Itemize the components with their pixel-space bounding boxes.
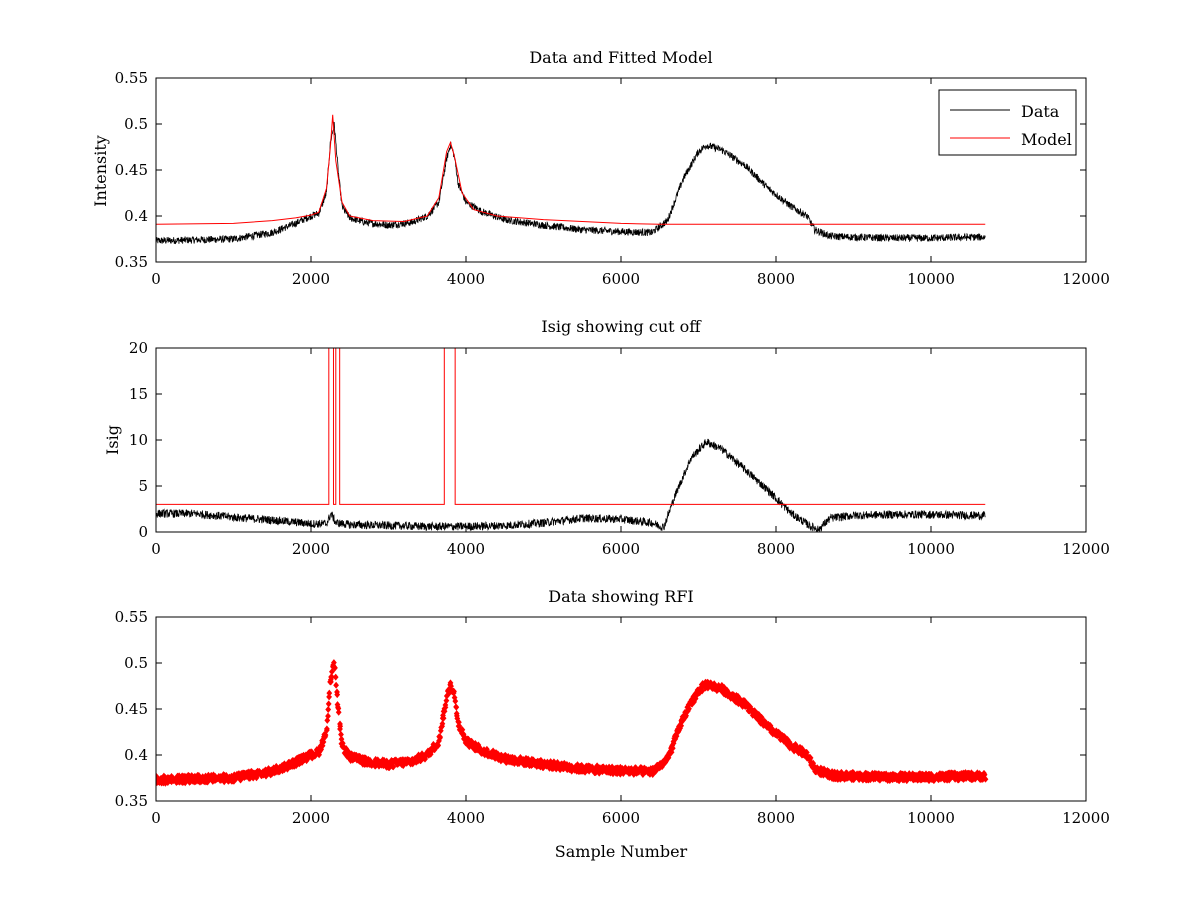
x-tick-label: 12000: [1062, 540, 1110, 558]
panel-2-title: Isig showing cut off: [541, 317, 702, 336]
x-tick-label: 8000: [757, 270, 795, 288]
y-tick-label: 0.45: [115, 161, 148, 179]
x-tick-label: 2000: [292, 270, 330, 288]
x-tick-label: 6000: [602, 809, 640, 827]
x-tick-label: 0: [151, 540, 161, 558]
y-tick-label: 0.35: [115, 253, 148, 271]
y-tick-label: 0.55: [115, 608, 148, 626]
legend-model-label: Model: [1021, 130, 1072, 149]
panel-3-title: Data showing RFI: [548, 587, 693, 606]
x-tick-label: 10000: [907, 540, 955, 558]
legend-data-label: Data: [1021, 102, 1060, 121]
y-tick-label: 15: [129, 385, 148, 403]
panel-isig-showing-cut-off: Isig showing cut off Isig 0 2000 4000 6000 8…: [103, 317, 1110, 558]
y-tick-label: 5: [138, 477, 148, 495]
panel-1-legend: Data Model: [938, 89, 1077, 156]
panel-1-series-group: [156, 114, 986, 245]
y-tick-label: 0.55: [115, 69, 148, 87]
panel-3-plot-area: 0 2000 4000 6000 8000 10000 12000 0.35 0.4 0.45 0.…: [115, 608, 1110, 827]
x-tick-label: 0: [151, 270, 161, 288]
x-tick-label: 6000: [602, 270, 640, 288]
y-tick-label: 0: [138, 523, 148, 541]
x-tick-label: 2000: [292, 809, 330, 827]
y-tick-label: 0.5: [124, 654, 148, 672]
y-tick-label: 0.5: [124, 115, 148, 133]
y-tick-label: 0.35: [115, 792, 148, 810]
x-tick-label: 4000: [447, 270, 485, 288]
x-tick-label: 0: [151, 809, 161, 827]
panel-data-and-fitted-model: Data and Fitted Model Intensity 0 2000 400…: [91, 48, 1110, 288]
y-tick-label: 0.4: [124, 207, 148, 225]
panel-1-series-data-line: [156, 121, 986, 245]
panel-3-x-axis-label: Sample Number: [555, 842, 688, 861]
panel-2-series-group: [156, 348, 986, 532]
panel-data-showing-rfi: Data showing RFI 0 2000 4000 6000 8000 10000 1…: [115, 587, 1110, 861]
x-tick-label: 8000: [757, 809, 795, 827]
y-tick-label: 0.45: [115, 700, 148, 718]
x-tick-label: 10000: [907, 809, 955, 827]
panel-2-y-axis-label: Isig: [103, 425, 122, 455]
panel-1-y-axis-label: Intensity: [91, 135, 110, 207]
x-tick-label: 8000: [757, 540, 795, 558]
y-tick-label: 0.4: [124, 746, 148, 764]
x-tick-label: 4000: [447, 540, 485, 558]
legend-box: [938, 89, 1077, 156]
x-tick-label: 2000: [292, 540, 330, 558]
y-tick-label: 10: [129, 431, 148, 449]
x-tick-label: 4000: [447, 809, 485, 827]
x-tick-label: 10000: [907, 270, 955, 288]
panel-1-series-model-line: [156, 114, 986, 225]
panel-2-plot-area: 0 2000 4000 6000 8000 10000 12000 0 5 10 15 20: [129, 339, 1110, 558]
x-tick-label: 6000: [602, 540, 640, 558]
panel-1-plot-area: 0 2000 4000 6000 8000 10000 12000 0.35 0.4 0.45 0.…: [115, 69, 1110, 288]
x-tick-label: 12000: [1062, 270, 1110, 288]
panel-1-title: Data and Fitted Model: [529, 48, 712, 67]
x-tick-label: 12000: [1062, 809, 1110, 827]
y-tick-label: 20: [129, 339, 148, 357]
panel-2-series-1-line: [156, 438, 986, 532]
